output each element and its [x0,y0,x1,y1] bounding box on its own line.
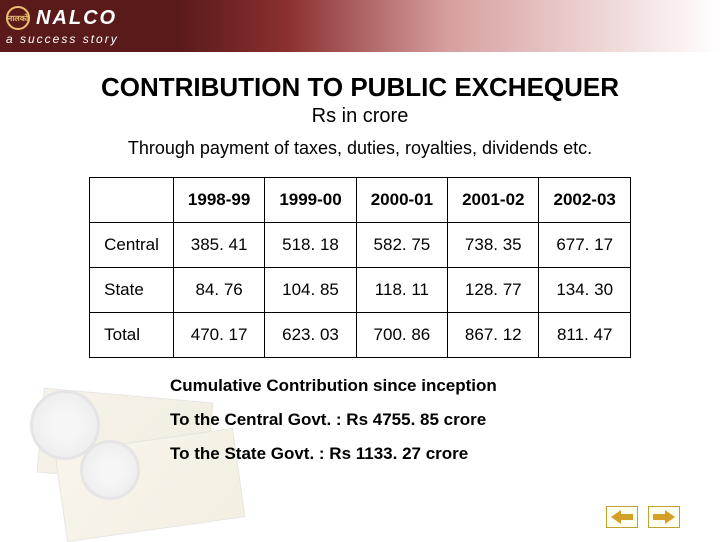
col-2002-03: 2002-03 [539,178,630,223]
cell: 738. 35 [448,223,539,268]
cell: 385. 41 [173,223,264,268]
cell: 518. 18 [265,223,356,268]
central-govt-line: To the Central Govt. : Rs 4755. 85 crore [170,410,670,430]
cell: 118. 11 [356,268,447,313]
page-title: CONTRIBUTION TO PUBLIC EXCHEQUER [50,72,670,103]
brand-text: NALCO [36,7,117,30]
table-row: Central 385. 41 518. 18 582. 75 738. 35 … [90,223,631,268]
col-blank [90,178,174,223]
col-2001-02: 2001-02 [448,178,539,223]
state-govt-line: To the State Govt. : Rs 1133. 27 crore [170,444,670,464]
header-gradient [180,0,720,52]
row-label-total: Total [90,313,174,358]
col-1999-00: 1999-00 [265,178,356,223]
cell: 582. 75 [356,223,447,268]
table-row: Total 470. 17 623. 03 700. 86 867. 12 81… [90,313,631,358]
header-bar: नालको NALCO a success story [0,0,720,52]
row-label-state: State [90,268,174,313]
prev-button[interactable] [606,506,638,528]
logo-emblem: नालको [6,6,30,30]
table-header-row: 1998-99 1999-00 2000-01 2001-02 2002-03 [90,178,631,223]
tagline-text: a success story [6,32,174,46]
cell: 128. 77 [448,268,539,313]
cell: 623. 03 [265,313,356,358]
cell: 700. 86 [356,313,447,358]
logo-section: नालको NALCO a success story [0,0,180,52]
next-button[interactable] [648,506,680,528]
cell: 677. 17 [539,223,630,268]
cell: 867. 12 [448,313,539,358]
cumulative-heading: Cumulative Contribution since inception [170,376,670,396]
table-row: State 84. 76 104. 85 118. 11 128. 77 134… [90,268,631,313]
subtitle: Rs in crore [50,105,670,128]
cell: 84. 76 [173,268,264,313]
cell: 134. 30 [539,268,630,313]
arrow-right-icon [653,510,675,524]
row-label-central: Central [90,223,174,268]
col-2000-01: 2000-01 [356,178,447,223]
cell: 811. 47 [539,313,630,358]
content-area: CONTRIBUTION TO PUBLIC EXCHEQUER Rs in c… [0,52,720,474]
nav-arrows [606,506,680,528]
col-1998-99: 1998-99 [173,178,264,223]
description-text: Through payment of taxes, duties, royalt… [50,138,670,159]
contribution-table: 1998-99 1999-00 2000-01 2001-02 2002-03 … [89,177,631,358]
arrow-left-icon [611,510,633,524]
cell: 470. 17 [173,313,264,358]
cell: 104. 85 [265,268,356,313]
